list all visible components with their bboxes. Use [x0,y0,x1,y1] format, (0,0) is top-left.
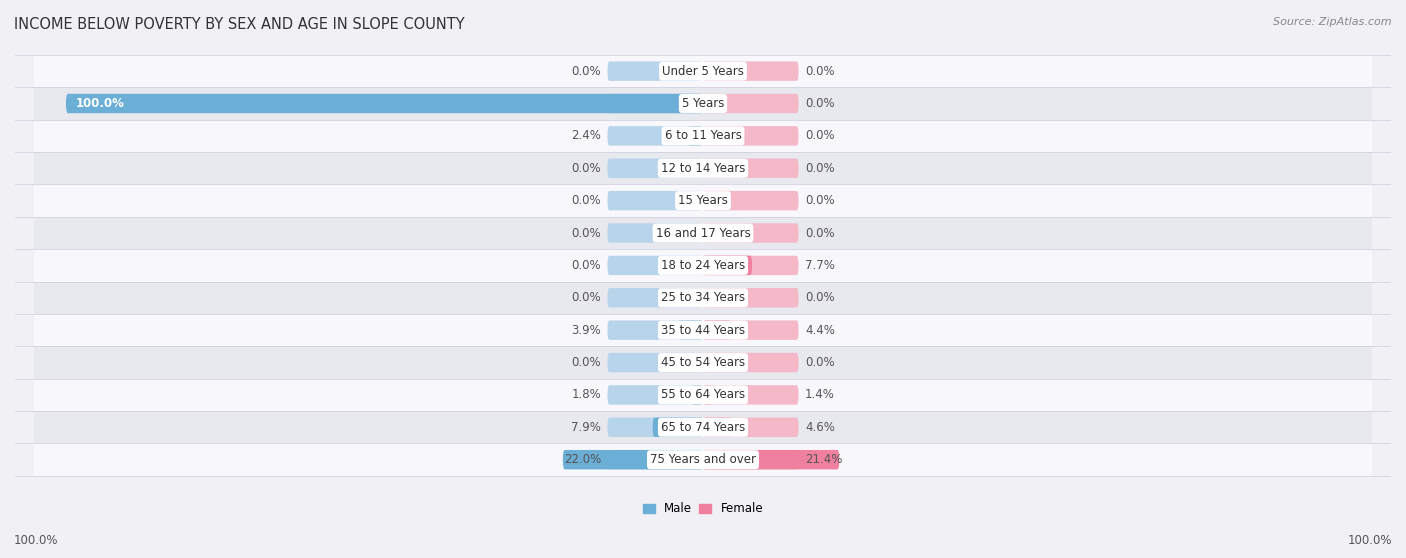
FancyBboxPatch shape [703,417,799,437]
Text: 18 to 24 Years: 18 to 24 Years [661,259,745,272]
FancyBboxPatch shape [703,288,799,307]
Text: 0.0%: 0.0% [804,194,835,207]
FancyBboxPatch shape [607,126,703,146]
FancyBboxPatch shape [607,223,703,243]
Text: 100.0%: 100.0% [76,97,124,110]
FancyBboxPatch shape [703,126,799,146]
Text: 0.0%: 0.0% [804,97,835,110]
Text: 12 to 14 Years: 12 to 14 Years [661,162,745,175]
FancyBboxPatch shape [562,450,703,469]
FancyBboxPatch shape [607,94,703,113]
Bar [34,347,1372,379]
Text: 1.4%: 1.4% [804,388,835,401]
Text: 0.0%: 0.0% [804,65,835,78]
Bar [34,411,1372,444]
Text: 45 to 54 Years: 45 to 54 Years [661,356,745,369]
Text: 15 Years: 15 Years [678,194,728,207]
FancyBboxPatch shape [607,450,703,469]
Bar [34,88,1372,120]
Bar [34,249,1372,282]
FancyBboxPatch shape [703,417,733,437]
FancyBboxPatch shape [66,94,703,113]
FancyBboxPatch shape [678,320,703,340]
Text: 0.0%: 0.0% [804,291,835,304]
Bar [34,314,1372,347]
FancyBboxPatch shape [703,320,731,340]
FancyBboxPatch shape [607,256,703,275]
Text: 25 to 34 Years: 25 to 34 Years [661,291,745,304]
FancyBboxPatch shape [607,385,703,405]
Text: 3.9%: 3.9% [571,324,602,336]
Text: 75 Years and over: 75 Years and over [650,453,756,466]
Bar [34,379,1372,411]
Bar [34,120,1372,152]
FancyBboxPatch shape [607,158,703,178]
FancyBboxPatch shape [703,256,752,275]
FancyBboxPatch shape [607,417,703,437]
FancyBboxPatch shape [607,191,703,210]
Text: 0.0%: 0.0% [571,162,602,175]
FancyBboxPatch shape [692,385,703,405]
Text: 0.0%: 0.0% [804,162,835,175]
Text: 0.0%: 0.0% [571,194,602,207]
FancyBboxPatch shape [652,417,703,437]
Text: 0.0%: 0.0% [571,65,602,78]
Bar [34,152,1372,185]
Text: 7.9%: 7.9% [571,421,602,434]
Text: 0.0%: 0.0% [571,227,602,239]
Text: 0.0%: 0.0% [804,227,835,239]
FancyBboxPatch shape [703,385,799,405]
FancyBboxPatch shape [607,353,703,372]
FancyBboxPatch shape [688,126,703,146]
Text: 5 Years: 5 Years [682,97,724,110]
Legend: Male, Female: Male, Female [643,502,763,516]
Text: 4.4%: 4.4% [804,324,835,336]
FancyBboxPatch shape [703,191,799,210]
FancyBboxPatch shape [703,256,799,275]
Text: 21.4%: 21.4% [804,453,842,466]
Text: 0.0%: 0.0% [804,356,835,369]
Text: 16 and 17 Years: 16 and 17 Years [655,227,751,239]
Bar [34,282,1372,314]
Text: 6 to 11 Years: 6 to 11 Years [665,129,741,142]
Text: Under 5 Years: Under 5 Years [662,65,744,78]
Text: 0.0%: 0.0% [571,259,602,272]
Text: 0.0%: 0.0% [804,129,835,142]
Bar [34,185,1372,217]
FancyBboxPatch shape [703,450,839,469]
Text: 1.8%: 1.8% [571,388,602,401]
FancyBboxPatch shape [703,320,799,340]
Text: 4.6%: 4.6% [804,421,835,434]
Bar [34,217,1372,249]
Text: 0.0%: 0.0% [571,291,602,304]
FancyBboxPatch shape [703,353,799,372]
Text: 0.0%: 0.0% [571,356,602,369]
Text: 100.0%: 100.0% [1347,534,1392,547]
Text: 35 to 44 Years: 35 to 44 Years [661,324,745,336]
FancyBboxPatch shape [607,320,703,340]
Text: Source: ZipAtlas.com: Source: ZipAtlas.com [1274,17,1392,27]
FancyBboxPatch shape [703,223,799,243]
Bar [34,444,1372,476]
Text: 7.7%: 7.7% [804,259,835,272]
FancyBboxPatch shape [703,158,799,178]
FancyBboxPatch shape [703,94,799,113]
FancyBboxPatch shape [703,385,711,405]
FancyBboxPatch shape [607,288,703,307]
Bar [34,55,1372,88]
Text: 100.0%: 100.0% [14,534,59,547]
Text: INCOME BELOW POVERTY BY SEX AND AGE IN SLOPE COUNTY: INCOME BELOW POVERTY BY SEX AND AGE IN S… [14,17,465,32]
Text: 55 to 64 Years: 55 to 64 Years [661,388,745,401]
FancyBboxPatch shape [607,61,703,81]
FancyBboxPatch shape [703,450,799,469]
FancyBboxPatch shape [703,61,799,81]
Text: 65 to 74 Years: 65 to 74 Years [661,421,745,434]
Text: 2.4%: 2.4% [571,129,602,142]
Text: 22.0%: 22.0% [564,453,602,466]
